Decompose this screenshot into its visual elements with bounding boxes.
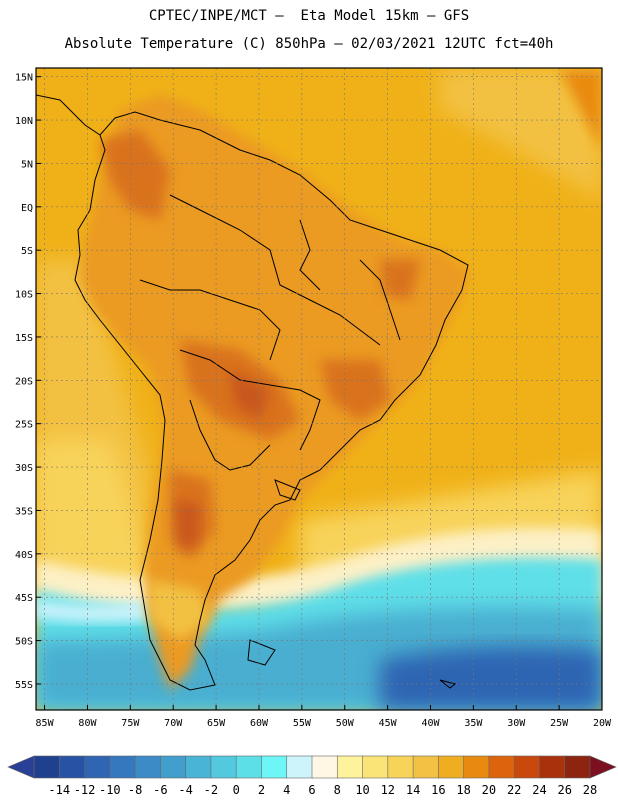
colorbar-swatch xyxy=(336,755,364,779)
colorbar-label: 24 xyxy=(532,783,546,797)
colorbar-label: 22 xyxy=(507,783,521,797)
lat-label: 45S xyxy=(15,593,33,604)
colorbar-label: -4 xyxy=(178,783,192,797)
lon-label: 45W xyxy=(379,718,398,729)
colorbar-swatch xyxy=(210,755,237,779)
colorbar-label: 4 xyxy=(283,783,290,797)
lon-label: 70W xyxy=(164,718,183,729)
colorbar-swatch xyxy=(513,755,541,779)
colorbar-swatch xyxy=(235,755,263,779)
colorbar-label: -14 xyxy=(48,783,70,797)
colorbar-swatch xyxy=(412,755,440,779)
colorbar-max-arrow xyxy=(589,755,617,779)
lat-label: 15S xyxy=(15,333,33,344)
lat-label: 5N xyxy=(21,159,33,170)
lon-label: 85W xyxy=(36,718,55,729)
lon-label: 65W xyxy=(207,718,226,729)
colorbar-swatch xyxy=(160,755,187,779)
lat-label: 55S xyxy=(15,680,33,691)
colorbar-label: -6 xyxy=(153,783,167,797)
lon-label: 50W xyxy=(336,718,355,729)
colorbar-swatch xyxy=(387,755,414,779)
lon-label: 60W xyxy=(250,718,269,729)
colorbar-label: 0 xyxy=(233,783,240,797)
lat-label: 50S xyxy=(15,637,33,648)
lon-label: 25W xyxy=(550,718,569,729)
lon-label: 55W xyxy=(293,718,312,729)
lat-label: 10N xyxy=(15,116,33,127)
lat-label: 30S xyxy=(15,463,33,474)
lat-label: 5S xyxy=(21,246,33,257)
lat-label: 10S xyxy=(15,290,33,301)
map-frame xyxy=(35,67,603,711)
colorbar-swatch xyxy=(84,755,111,779)
colorbar-label: -8 xyxy=(128,783,142,797)
colorbar-swatch xyxy=(33,755,61,779)
colorbar xyxy=(7,755,617,779)
colorbar-label: 10 xyxy=(355,783,369,797)
colorbar-swatch xyxy=(109,755,136,779)
colorbar-label: -12 xyxy=(74,783,96,797)
colorbar-label: 20 xyxy=(482,783,496,797)
colorbar-swatch xyxy=(488,755,515,779)
colorbar-label: 16 xyxy=(431,783,445,797)
lon-label: 40W xyxy=(421,718,440,729)
lat-label: 20S xyxy=(15,376,33,387)
header-title: CPTEC/INPE/MCT – Eta Model 15km – GFS xyxy=(148,8,470,24)
colorbar-label: 18 xyxy=(456,783,470,797)
colorbar-label: 8 xyxy=(334,783,341,797)
colorbar-min-arrow xyxy=(7,755,35,779)
colorbar-swatch xyxy=(311,755,339,779)
colorbar-label: -2 xyxy=(204,783,218,797)
graticule xyxy=(36,68,602,710)
lat-label: 35S xyxy=(15,506,33,517)
lon-label: 30W xyxy=(507,718,526,729)
colorbar-label: 28 xyxy=(583,783,597,797)
colorbar-swatch xyxy=(134,755,162,779)
longitude-labels: 85W 80W 75W 70W 65W 60W 55W 50W 45W 40W 35W 30W 25W 2… xyxy=(36,718,612,729)
colorbar-swatch xyxy=(463,755,490,779)
colorbar-swatch xyxy=(438,755,465,779)
lat-label: 40S xyxy=(15,550,33,561)
colorbar-swatch xyxy=(261,755,288,779)
colorbar-swatch xyxy=(185,755,212,779)
colorbar-label: 14 xyxy=(406,783,420,797)
coastline-borders xyxy=(36,94,469,691)
temperature-field xyxy=(36,68,602,710)
lon-label: 20W xyxy=(593,718,612,729)
colorbar-label: 12 xyxy=(381,783,395,797)
lat-label: 25S xyxy=(15,420,33,431)
axis-ticks xyxy=(36,76,603,710)
header-subtitle: Absolute Temperature (C) 850hPa – 02/03/… xyxy=(64,36,554,52)
colorbar-label: 26 xyxy=(558,783,572,797)
colorbar-label: 6 xyxy=(308,783,315,797)
lon-label: 75W xyxy=(121,718,140,729)
colorbar-swatch xyxy=(58,755,86,779)
lon-label: 35W xyxy=(464,718,483,729)
colorbar-swatch xyxy=(539,755,566,779)
lon-label: 80W xyxy=(78,718,97,729)
colorbar-swatch xyxy=(362,755,389,779)
colorbar-label: -10 xyxy=(99,783,121,797)
lat-label: 15N xyxy=(15,73,33,84)
colorbar-swatch xyxy=(286,755,313,779)
colorbar-labels: -14 -12 -10 -8 -6 -4 -2 0 2 4 6 8 10 12 14 16 18 20 22 24 26… xyxy=(48,783,597,797)
colorbar-label: 2 xyxy=(258,783,265,797)
colorbar-swatch xyxy=(564,755,591,779)
lat-label: EQ xyxy=(21,203,33,214)
latitude-labels: 15N 10N 5N EQ 5S 10S 15S 20S 25S 30S 35S 40S 45S 50S 5… xyxy=(15,73,33,691)
